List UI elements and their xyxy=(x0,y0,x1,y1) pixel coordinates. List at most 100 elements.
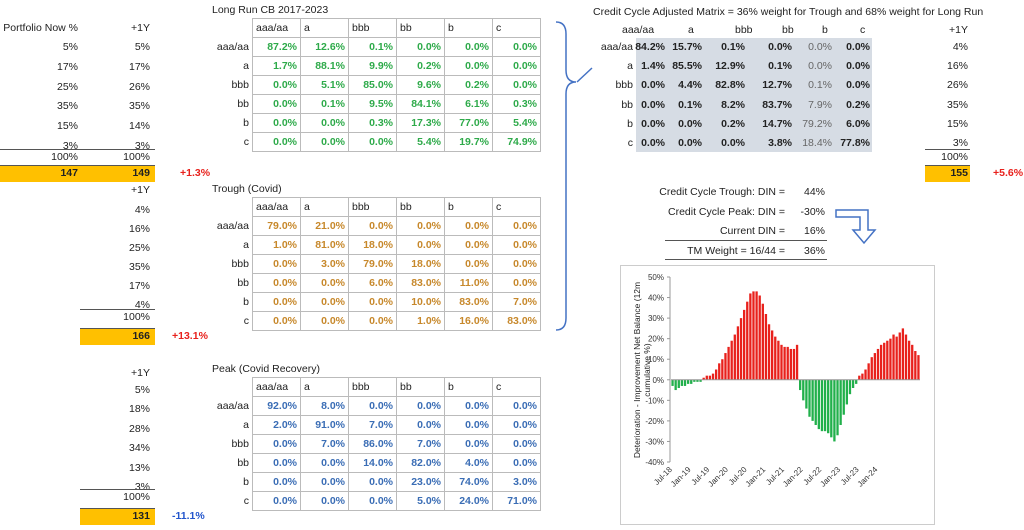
cell: 5% xyxy=(134,384,150,396)
column-header: bbb xyxy=(735,24,753,36)
rule xyxy=(0,149,155,150)
bar xyxy=(702,377,705,380)
cell: 35% xyxy=(128,100,150,113)
cell: 79.0% xyxy=(252,216,301,236)
bar xyxy=(799,379,802,391)
cell: 28% xyxy=(128,422,150,435)
bar xyxy=(758,295,761,380)
bar xyxy=(907,340,911,380)
cell: 0.0% xyxy=(252,472,301,492)
cell: 0.0% xyxy=(492,434,541,454)
y-tick-label: 30% xyxy=(648,314,664,323)
cell: 0.0% xyxy=(348,132,397,152)
row-label: aaa/aa xyxy=(208,37,253,57)
column-header: c xyxy=(492,18,541,38)
bar xyxy=(802,379,805,401)
cell: 0.0% xyxy=(492,273,541,293)
bar xyxy=(736,326,740,380)
cell: 71.0% xyxy=(492,491,541,511)
cell: 79.2% xyxy=(802,117,832,130)
cell: 15% xyxy=(56,120,78,133)
bar xyxy=(683,379,687,386)
cell: 26% xyxy=(128,80,150,93)
bar xyxy=(820,379,824,432)
cell: 0.0% xyxy=(300,113,349,133)
bar xyxy=(795,344,799,380)
bar xyxy=(727,346,730,380)
cell: 12.6% xyxy=(300,37,349,57)
cell: 9.9% xyxy=(348,56,397,76)
cell: 0.0% xyxy=(678,117,702,130)
cell: 0.0% xyxy=(678,137,702,149)
bar xyxy=(674,379,677,391)
cell: 13% xyxy=(128,461,150,474)
cell: 0.0% xyxy=(252,434,301,454)
bar xyxy=(761,303,764,380)
din-label: Credit Cycle Trough: DIN = xyxy=(659,186,785,198)
cell: 0.0% xyxy=(444,216,493,236)
column-header: bb xyxy=(396,18,445,38)
rule xyxy=(665,259,827,260)
bar xyxy=(749,293,752,380)
bar xyxy=(898,332,901,380)
bar xyxy=(876,348,880,380)
cell: 74.9% xyxy=(492,132,541,152)
cell: 0.0% xyxy=(492,415,541,435)
cell: 16.0% xyxy=(444,311,493,331)
cell: 0.0% xyxy=(846,41,870,53)
row-label: b xyxy=(208,292,253,312)
matrix-bg xyxy=(636,38,872,152)
rule xyxy=(925,149,970,150)
cell: 85.5% xyxy=(672,60,702,73)
corner xyxy=(208,18,253,38)
cell: 35% xyxy=(128,261,150,273)
row-label: aaa/aa xyxy=(208,216,253,236)
cell: 9.5% xyxy=(348,94,397,114)
cell: 0.0% xyxy=(492,235,541,255)
cell: 0.0% xyxy=(300,273,349,293)
bar xyxy=(718,363,721,380)
cell: 6.0% xyxy=(348,273,397,293)
cell: 0.0% xyxy=(252,292,301,312)
bar xyxy=(904,334,908,380)
bar xyxy=(721,359,724,380)
cell: 14.7% xyxy=(762,117,792,130)
score: 166 xyxy=(132,330,150,342)
cell: 0.0% xyxy=(721,137,745,149)
cell: 87.2% xyxy=(252,37,301,57)
cell: 0.0% xyxy=(396,37,445,57)
din-value: -30% xyxy=(800,205,825,218)
cell: 0.0% xyxy=(348,292,397,312)
cell: 0.0% xyxy=(444,37,493,57)
row-label: b xyxy=(208,472,253,492)
row-label: bb xyxy=(208,273,253,293)
bar xyxy=(780,344,783,380)
cell: 1.7% xyxy=(252,56,301,76)
bar xyxy=(792,348,796,380)
cell: 0.2% xyxy=(396,56,445,76)
bar xyxy=(730,340,733,380)
corner xyxy=(208,197,253,217)
cell: 0.2% xyxy=(444,75,493,95)
cell: 0.0% xyxy=(444,434,493,454)
change: -11.1% xyxy=(172,510,205,522)
din-value: 16% xyxy=(803,225,825,237)
column-header: +1Y xyxy=(131,22,150,34)
bar xyxy=(789,348,792,380)
y-tick-label: 10% xyxy=(648,355,664,364)
column-header: a xyxy=(300,197,349,217)
bar xyxy=(724,353,727,380)
bar xyxy=(767,324,771,380)
cell: 0.0% xyxy=(300,292,349,312)
row-label: b xyxy=(627,117,633,130)
bar xyxy=(811,379,814,421)
cell: 0.0% xyxy=(396,235,445,255)
cell: 84.2% xyxy=(635,41,665,53)
bar xyxy=(883,342,886,380)
cell: 0.0% xyxy=(252,94,301,114)
bar xyxy=(711,373,715,380)
cell: 4% xyxy=(134,299,150,311)
cell: 25% xyxy=(56,80,78,93)
x-tick-label: Jan-19 xyxy=(669,465,693,489)
